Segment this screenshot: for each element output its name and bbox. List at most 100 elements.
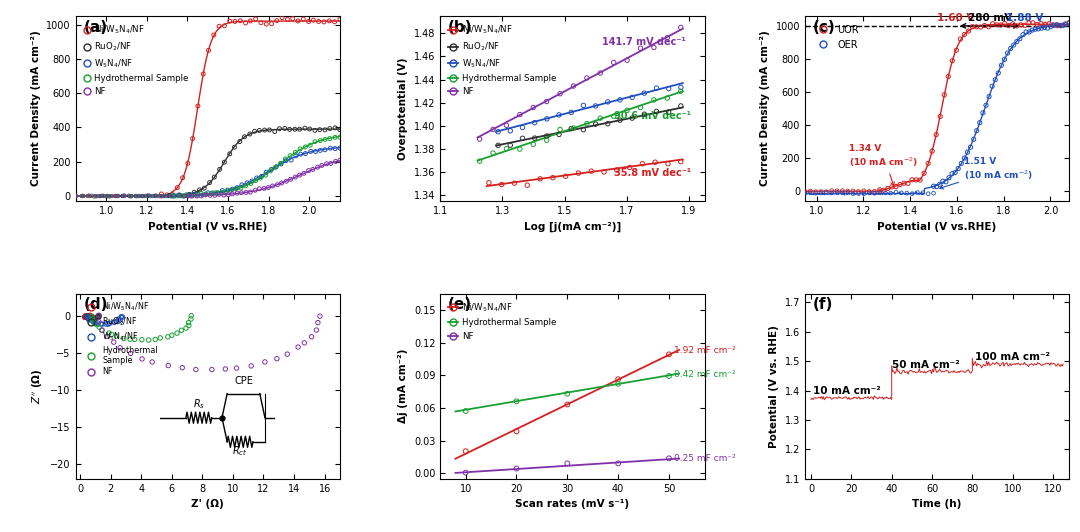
Point	[87, 192, 105, 201]
Point	[558, 459, 576, 468]
Point	[315, 18, 333, 26]
Point	[993, 21, 1010, 29]
Point	[1024, 26, 1041, 35]
Point	[895, 179, 913, 187]
Point	[80, 314, 97, 323]
Point	[227, 17, 244, 26]
Point	[208, 188, 226, 197]
Point	[180, 190, 198, 199]
Point	[75, 192, 92, 200]
Point	[289, 343, 307, 351]
Point	[839, 187, 856, 195]
Point	[224, 189, 241, 198]
Point	[326, 123, 343, 132]
Point	[102, 192, 119, 201]
Point	[984, 20, 1001, 28]
Point	[923, 147, 941, 155]
Point	[228, 364, 245, 372]
Point	[131, 192, 148, 200]
Point	[565, 82, 582, 90]
Point	[866, 189, 883, 197]
Point	[86, 319, 104, 327]
Point	[170, 191, 187, 200]
Point	[888, 182, 905, 191]
Point	[246, 186, 264, 195]
Point	[224, 185, 241, 194]
Point	[861, 187, 878, 196]
Point	[996, 55, 1013, 63]
Point	[907, 176, 924, 184]
Point	[111, 344, 129, 352]
Point	[100, 192, 118, 201]
Point	[592, 69, 609, 77]
Point	[135, 192, 152, 201]
Point	[83, 314, 100, 323]
Point	[879, 184, 896, 193]
Point	[949, 164, 967, 173]
Point	[252, 174, 269, 182]
Point	[161, 191, 178, 200]
Point	[211, 165, 228, 173]
Point	[97, 320, 114, 328]
Point	[919, 189, 936, 198]
Point	[121, 335, 138, 344]
Point	[297, 149, 314, 158]
Point	[247, 15, 265, 23]
Point	[980, 22, 997, 31]
Point	[243, 177, 260, 185]
Point	[575, 101, 592, 110]
Point	[888, 188, 905, 196]
Point	[67, 192, 84, 200]
Point	[1044, 21, 1062, 29]
Point	[960, 27, 977, 35]
Point	[216, 21, 233, 30]
Point	[307, 126, 324, 135]
Text: (e): (e)	[448, 297, 472, 312]
Point	[67, 192, 84, 200]
Point	[102, 192, 119, 201]
Text: 1.60 V: 1.60 V	[937, 13, 974, 23]
Point	[120, 192, 137, 200]
Point	[1040, 20, 1057, 28]
Point	[109, 192, 126, 201]
Point	[91, 311, 108, 320]
Point	[229, 184, 246, 192]
Point	[1057, 20, 1075, 29]
Point	[605, 58, 622, 66]
Point	[256, 184, 273, 193]
Point	[900, 179, 917, 188]
Point	[80, 315, 97, 323]
Point	[110, 315, 127, 323]
Point	[194, 190, 212, 199]
Point	[79, 313, 96, 322]
Point	[87, 314, 105, 322]
Point	[92, 192, 109, 200]
Point	[796, 187, 813, 195]
Point	[634, 160, 651, 168]
Point	[485, 125, 502, 134]
Point	[235, 132, 253, 141]
Point	[100, 329, 118, 337]
Point	[114, 192, 132, 200]
Point	[207, 188, 225, 197]
Point	[237, 181, 254, 190]
Point	[211, 22, 228, 30]
Point	[251, 185, 268, 193]
Point	[191, 186, 208, 194]
Point	[201, 178, 218, 187]
Point	[296, 338, 313, 347]
Point	[134, 355, 151, 363]
Point	[187, 365, 204, 374]
Point	[972, 23, 989, 31]
Point	[171, 192, 188, 200]
Point	[137, 192, 154, 200]
Text: 90.6 mV dec⁻¹: 90.6 mV dec⁻¹	[615, 111, 691, 121]
Point	[514, 123, 531, 132]
Point	[163, 192, 180, 201]
Point	[609, 459, 626, 468]
Point	[73, 192, 91, 200]
Point	[180, 321, 198, 330]
Point	[619, 56, 636, 64]
Point	[79, 313, 96, 321]
Point	[112, 313, 130, 322]
